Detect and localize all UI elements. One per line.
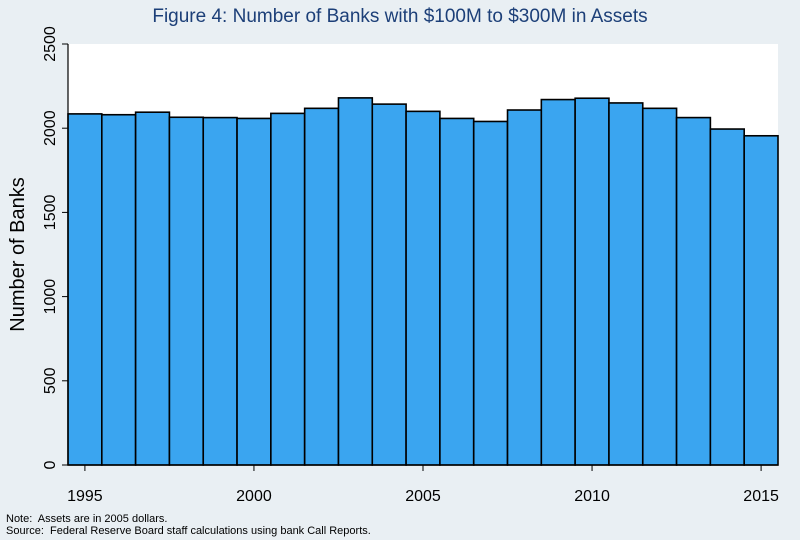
bar-2006 [439, 117, 475, 466]
y-tick-label: 2500 [42, 26, 59, 62]
chart-note: Note: Assets are in 2005 dollars. [6, 513, 168, 525]
x-tick-label: 1995 [67, 488, 103, 505]
y-axis-title: Number of Banks [7, 177, 29, 332]
bar-2000 [236, 117, 272, 466]
bar-1998 [168, 116, 205, 466]
chart-source: Source: Federal Reserve Board staff calc… [6, 525, 371, 537]
bar-2001 [270, 112, 306, 466]
y-tick-label: 1500 [42, 195, 59, 231]
y-tick-label: 2000 [42, 110, 59, 146]
y-tick-label: 1000 [42, 279, 59, 315]
bar-2011 [608, 102, 644, 466]
axes-layer [62, 43, 778, 471]
bar-2013 [675, 116, 712, 466]
x-tick-label: 2010 [574, 488, 610, 505]
bar-2007 [472, 120, 509, 466]
bar-2004 [371, 103, 407, 466]
bar-2009 [540, 98, 576, 466]
bar-1999 [202, 116, 238, 466]
labels-layer: 0 500 1000 1500 2000 2500 1995 2000 2005 2010 2015… [7, 26, 779, 505]
bars-layer [67, 44, 779, 466]
bar-1997 [134, 111, 171, 466]
bar-2010 [574, 97, 610, 466]
bar-2003 [337, 97, 374, 466]
bar-2015 [743, 134, 779, 466]
bar-2002 [303, 107, 340, 466]
bar-1996 [101, 113, 137, 466]
bar-2014 [709, 128, 745, 466]
bar-2012 [641, 107, 678, 466]
x-tick-label: 2005 [405, 488, 441, 505]
bar-2005 [405, 110, 441, 466]
x-tick-label: 2000 [236, 488, 272, 505]
bar-2008 [506, 109, 543, 466]
bar-chart: 0 500 1000 1500 2000 2500 1995 2000 2005 2010 2015… [7, 26, 779, 505]
bar-1995 [67, 113, 103, 466]
y-tick-label: 0 [42, 460, 59, 469]
x-tick-label: 2015 [743, 488, 779, 505]
y-tick-label: 500 [42, 367, 59, 394]
chart-title: Figure 4: Number of Banks with $100M to … [152, 6, 648, 27]
